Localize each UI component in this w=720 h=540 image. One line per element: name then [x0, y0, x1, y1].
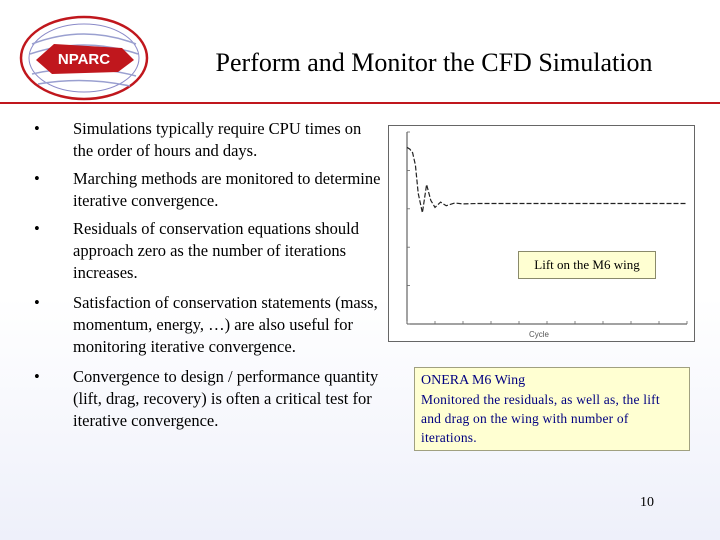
bullet-marker: • — [34, 219, 40, 238]
bullet-marker: • — [34, 293, 40, 312]
bullet-text: Convergence to design / performance quan… — [73, 367, 379, 430]
chart-plot: Cycle — [406, 131, 688, 339]
slide-title: Perform and Monitor the CFD Simulation — [215, 48, 653, 77]
bullet-item: • Convergence to design / performance qu… — [28, 366, 383, 432]
lift-series-line — [406, 146, 687, 213]
bullet-text: Marching methods are monitored to determ… — [73, 169, 381, 210]
bullet-item: • Residuals of conservation equations sh… — [28, 218, 383, 284]
nparc-logo: NPARC — [18, 14, 150, 102]
bullet-text: Residuals of conservation equations shou… — [73, 219, 359, 282]
info-title: ONERA M6 Wing — [421, 373, 526, 388]
bullet-marker: • — [34, 169, 40, 188]
bullet-marker: • — [34, 119, 40, 138]
bullet-marker: • — [34, 367, 40, 386]
logo-text: NPARC — [58, 51, 110, 68]
page-number: 10 — [640, 495, 654, 510]
bullet-text: Simulations typically require CPU times … — [73, 119, 362, 160]
bullet-list: • Simulations typically require CPU time… — [28, 118, 383, 432]
info-callout: ONERA M6 Wing Monitored the residuals, a… — [414, 367, 690, 451]
bullet-item: • Simulations typically require CPU time… — [28, 118, 383, 162]
bullet-item: • Satisfaction of conservation statement… — [28, 292, 383, 358]
bullet-item: • Marching methods are monitored to dete… — [28, 168, 383, 212]
title-divider — [0, 102, 720, 104]
lift-convergence-chart: Cycle — [388, 125, 695, 342]
bullet-text: Satisfaction of conservation statements … — [73, 293, 378, 356]
x-axis-label: Cycle — [529, 330, 550, 339]
chart-callout: Lift on the M6 wing — [518, 251, 656, 279]
info-body: Monitored the residuals, as well as, the… — [421, 392, 660, 445]
